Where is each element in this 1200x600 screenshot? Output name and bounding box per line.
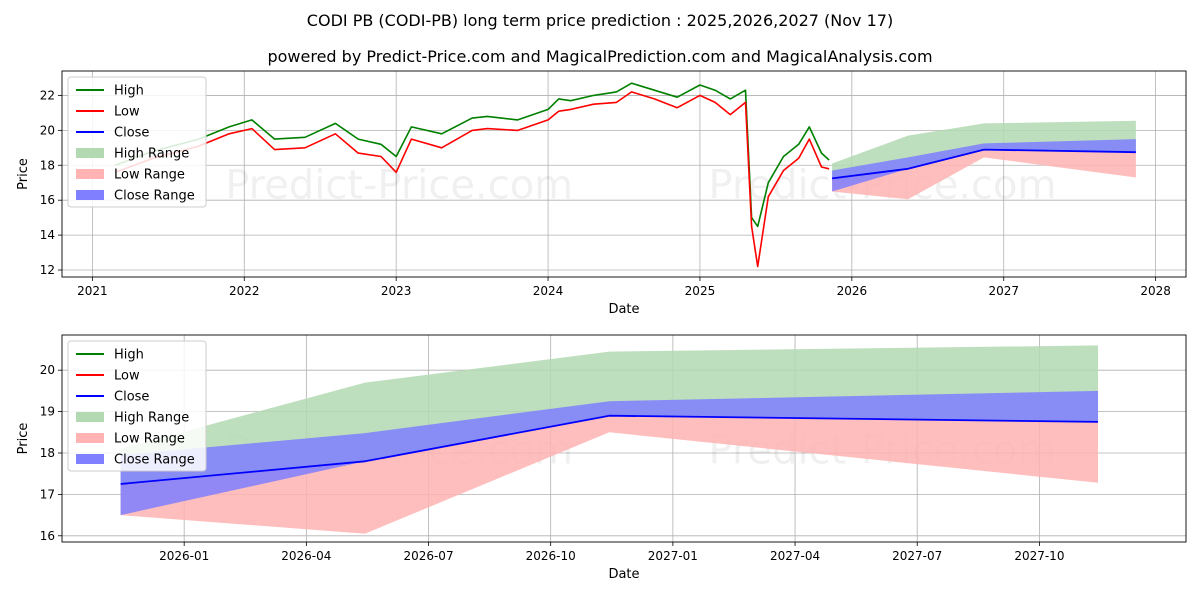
legend-item-close-range-swatch — [76, 190, 104, 200]
plot-area — [120, 345, 1099, 534]
watermark-left: Predict-Price.com — [225, 163, 573, 209]
low-range-band — [120, 415, 1099, 534]
high-line — [114, 82, 830, 228]
legend-item-high-range-swatch — [76, 148, 104, 158]
chart-subtitle: powered by Predict-Price.com and Magical… — [267, 47, 932, 66]
legend-item-low-label: Low — [114, 105, 140, 120]
legend-item-close-range-label: Close Range — [114, 453, 195, 468]
x-tick-label: 2026-07 — [403, 549, 453, 563]
forecast-chart-panel: Predict-Price.comPredict-Price.com2026-0… — [16, 334, 1187, 582]
y-tick-label: 20 — [40, 123, 55, 137]
legend-item-close-label: Close — [114, 126, 149, 141]
x-tick-label: 2027 — [988, 284, 1019, 298]
x-tick-label: 2026 — [837, 284, 868, 298]
legend-item-low-range-swatch — [76, 433, 104, 443]
legend-item-high-label: High — [114, 348, 144, 363]
close-line — [120, 414, 1099, 485]
y-tick-label: 22 — [40, 88, 55, 102]
y-tick-label: 14 — [40, 228, 55, 242]
x-tick-label: 2026-10 — [526, 549, 576, 563]
x-tick-label: 2021 — [77, 284, 108, 298]
y-tick-label: 12 — [40, 263, 55, 277]
x-tick-label: 2025 — [685, 284, 716, 298]
legend-item-high-range-swatch — [76, 412, 104, 422]
low-range-band — [832, 149, 1136, 200]
x-tick-label: 2027-01 — [648, 549, 698, 563]
x-tick-label: 2022 — [229, 284, 260, 298]
legend-item-low-label: Low — [114, 369, 140, 384]
legend-item-high-range-label: High Range — [114, 411, 189, 426]
y-tick-label: 18 — [40, 158, 55, 172]
axes-frame — [61, 334, 1187, 543]
y-tick-label: 18 — [40, 446, 55, 460]
legend-item-close-range-swatch — [76, 454, 104, 464]
x-tick-label: 2026-01 — [159, 549, 209, 563]
x-axis-label: Date — [608, 567, 639, 582]
close-line — [831, 148, 1136, 180]
legend: High Low Close High Range Low Range Close Ran… — [67, 340, 207, 472]
legend-item-high-label: High — [114, 84, 144, 99]
y-tick-label: 17 — [40, 487, 55, 501]
y-tick-label: 16 — [40, 193, 55, 207]
history-chart-panel: Predict-Price.comPredict-Price.com202120… — [16, 70, 1187, 317]
legend-item-low-range-swatch — [76, 169, 104, 179]
plot-area — [114, 82, 1136, 268]
close-range-band — [120, 390, 1099, 516]
chart-title: CODI PB (CODI-PB) long term price predic… — [307, 11, 893, 30]
x-tick-label: 2027-10 — [1014, 549, 1064, 563]
legend: High Low Close High Range Low Range Close Ran… — [67, 76, 207, 208]
y-axis-label: Price — [16, 423, 31, 455]
legend-item-close-label: Close — [114, 390, 149, 405]
legend-item-low-range-label: Low Range — [114, 168, 185, 183]
x-tick-label: 2026-04 — [281, 549, 331, 563]
x-tick-label: 2027-04 — [770, 549, 820, 563]
y-tick-label: 16 — [40, 529, 55, 543]
legend-item-low-range-label: Low Range — [114, 432, 185, 447]
legend-item-close-range-label: Close Range — [114, 189, 195, 204]
x-axis-label: Date — [608, 302, 639, 317]
y-tick-label: 20 — [40, 363, 55, 377]
x-tick-label: 2023 — [381, 284, 412, 298]
legend-item-high-range-label: High Range — [114, 147, 189, 162]
y-tick-label: 19 — [40, 405, 55, 419]
x-tick-label: 2028 — [1140, 284, 1171, 298]
y-axis-label: Price — [16, 158, 31, 190]
low-line — [114, 91, 830, 268]
x-tick-label: 2027-07 — [892, 549, 942, 563]
x-tick-label: 2024 — [533, 284, 564, 298]
axes-frame — [61, 70, 1187, 278]
